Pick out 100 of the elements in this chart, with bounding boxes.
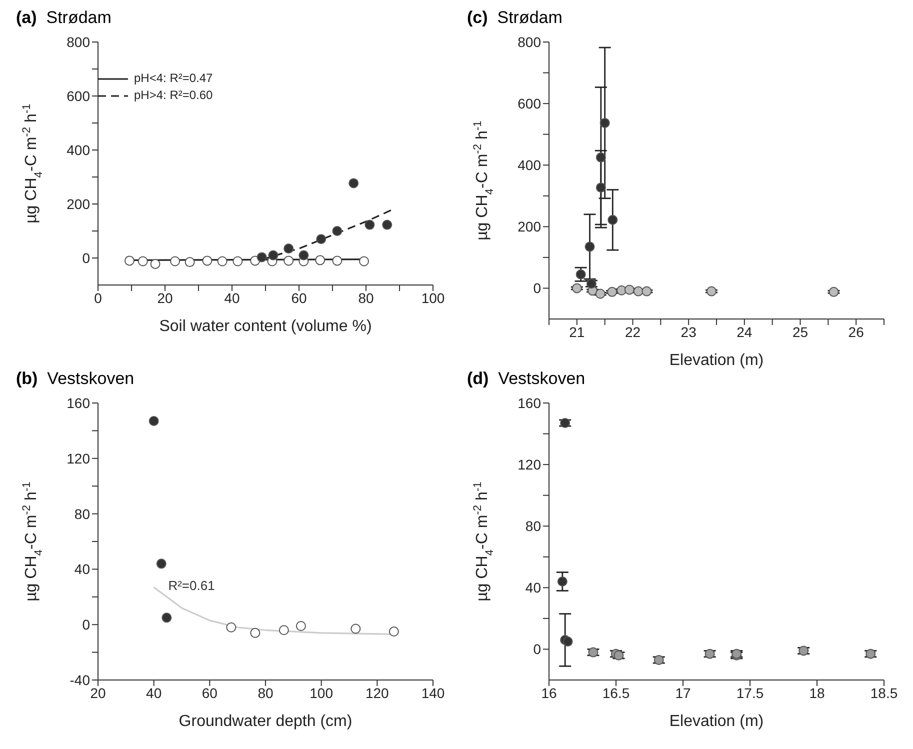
x-tick-label: 80 (258, 684, 274, 701)
point (256, 252, 267, 262)
point (278, 625, 289, 636)
point (348, 178, 359, 188)
point (382, 220, 392, 230)
point (633, 286, 644, 296)
point (608, 214, 618, 225)
x-tick-label: 80 (358, 290, 374, 306)
y-tick-label: 160 (518, 394, 542, 411)
point (596, 182, 606, 193)
point (600, 118, 610, 128)
y-tick-label: 200 (66, 196, 90, 212)
point (584, 242, 595, 252)
point (170, 256, 180, 266)
point (150, 258, 160, 269)
y-tick-label: 40 (74, 561, 90, 578)
x-tick-label: 140 (421, 684, 445, 701)
y-tick-label: 0 (82, 616, 90, 633)
x-tick-label: 26 (848, 324, 864, 340)
point (557, 576, 568, 587)
point (332, 256, 342, 266)
point (358, 256, 369, 266)
x-tick-label: 40 (146, 684, 162, 701)
point (268, 250, 278, 260)
point (156, 558, 166, 569)
x-tick-label: 40 (224, 290, 240, 306)
point (624, 284, 634, 295)
x-axis-title: Elevation (m) (669, 713, 764, 730)
point (250, 628, 260, 638)
point (148, 416, 159, 426)
x-tick-label: 24 (736, 324, 752, 340)
x-tick-label: 100 (310, 684, 334, 701)
point (388, 626, 399, 637)
point (284, 244, 294, 254)
x-tick-label: 16.5 (602, 684, 630, 701)
point (217, 256, 228, 266)
y-tick-label: 400 (518, 157, 542, 174)
x-tick-label: 18.5 (870, 684, 898, 701)
x-tick-label: 20 (90, 684, 106, 701)
legend-label: pH>4: R²=0.60 (134, 87, 213, 104)
y-tick-label: 200 (518, 218, 542, 235)
x-axis-title: Soil water content (volume %) (159, 318, 372, 335)
y-tick-label: 400 (66, 142, 90, 158)
point (296, 620, 306, 631)
point (562, 636, 573, 647)
point (202, 256, 212, 266)
x-tick-label: 100 (421, 290, 445, 306)
x-axis-title: Elevation (m) (669, 352, 764, 369)
x-tick-label: 21 (569, 324, 585, 340)
x-tick-label: 25 (792, 324, 808, 340)
y-tick-label: -40 (70, 672, 90, 688)
point (364, 220, 375, 230)
x-tick-label: 17.5 (736, 684, 764, 701)
x-tick-label: 60 (291, 290, 307, 306)
legend-label: pH<4: R²=0.47 (134, 70, 213, 87)
point (232, 256, 243, 266)
annotation: R²=0.61 (168, 578, 215, 594)
x-tick-label: 23 (680, 324, 697, 340)
x-axis-title: Groundwater depth (cm) (178, 713, 352, 730)
point (332, 226, 342, 236)
chart-title: (a) Strødam (15, 8, 112, 29)
y-tick-label: 0 (82, 250, 90, 266)
y-tick-label: 0 (533, 641, 542, 658)
point (298, 250, 309, 260)
point (642, 286, 652, 296)
chart-title: (b) Vestskoven (15, 369, 136, 390)
x-tick-label: 18 (809, 684, 825, 701)
point (596, 152, 606, 162)
chart-title: (c) Strødam (466, 8, 564, 29)
y-tick-label: 800 (66, 34, 90, 50)
y-tick-label: 800 (518, 34, 542, 50)
point (284, 256, 294, 266)
y-tick-label: 600 (66, 88, 90, 104)
x-tick-label: 20 (157, 290, 173, 306)
point (866, 648, 876, 659)
x-tick-label: 60 (202, 684, 218, 701)
point (706, 286, 716, 296)
y-tick-label: 120 (66, 450, 90, 466)
y-tick-label: 120 (518, 456, 542, 473)
x-tick-label: 0 (94, 290, 102, 306)
point (184, 257, 195, 268)
point (316, 234, 326, 244)
chart-title: (d) Vestskoven (466, 369, 586, 390)
point (828, 286, 839, 297)
x-tick-label: 120 (365, 684, 390, 701)
y-tick-label: 600 (518, 96, 542, 112)
point (162, 612, 172, 623)
point (226, 622, 236, 632)
x-tick-label: 22 (624, 324, 641, 340)
x-tick-label: 16 (541, 684, 557, 701)
point (654, 654, 664, 665)
point (350, 624, 361, 634)
point (576, 269, 586, 280)
point (138, 256, 148, 266)
y-tick-label: 160 (66, 394, 90, 411)
point (124, 256, 134, 266)
point (315, 255, 326, 266)
x-tick-label: 17 (675, 684, 691, 701)
y-tick-label: 80 (74, 506, 90, 522)
y-tick-label: 40 (525, 580, 542, 596)
